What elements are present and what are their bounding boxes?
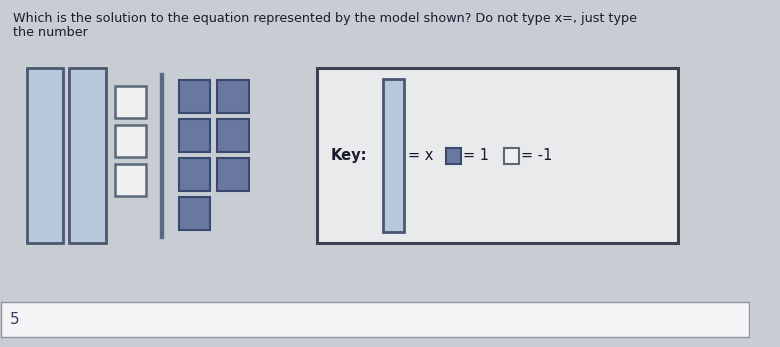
Text: Key:: Key: [331,148,367,163]
Bar [115,86,146,118]
Bar [179,80,211,113]
Text: = -1: = -1 [521,148,552,163]
Bar [217,80,249,113]
Text: 5: 5 [9,312,20,327]
Text: Which is the solution to the equation represented by the model shown? Do not typ: Which is the solution to the equation re… [13,12,637,25]
Bar [504,147,519,163]
Bar [179,119,211,152]
Bar [217,158,249,191]
Bar [27,68,63,243]
Bar [115,125,146,157]
Bar [160,73,163,238]
Bar [317,68,678,243]
Bar [179,158,211,191]
Bar [69,68,106,243]
Text: the number: the number [13,26,88,39]
Bar [1,302,749,337]
Bar [446,147,461,163]
Bar [179,197,211,230]
Bar [382,79,404,232]
Bar [217,119,249,152]
Bar [115,164,146,196]
Text: = x: = x [407,148,433,163]
Text: = 1: = 1 [463,148,489,163]
